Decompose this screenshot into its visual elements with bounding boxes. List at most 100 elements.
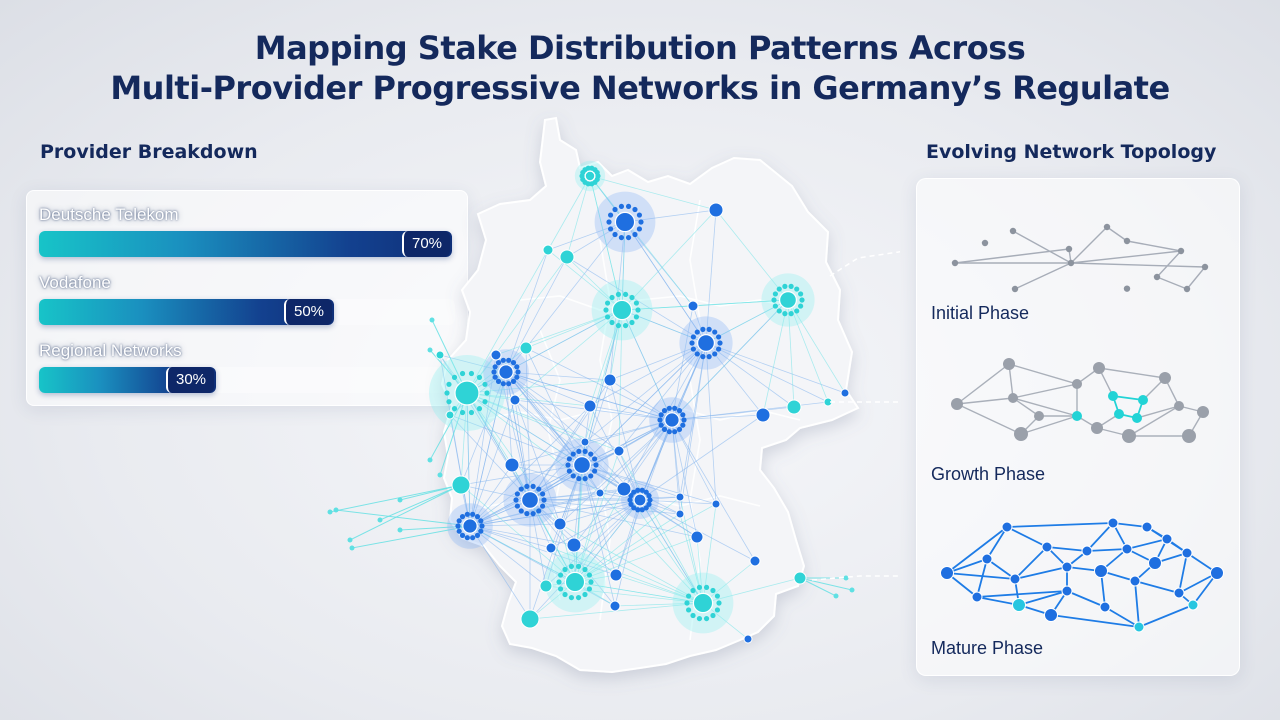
hub-satellite <box>716 600 722 606</box>
hub-satellite <box>635 487 641 493</box>
network-link <box>505 371 513 466</box>
hub-satellite <box>444 390 450 396</box>
hub-satellite <box>714 593 721 599</box>
hub-satellite <box>451 374 458 380</box>
hub-satellite <box>585 165 591 171</box>
hub-node <box>611 299 633 321</box>
network-node <box>675 509 685 519</box>
network-link <box>514 399 531 501</box>
hub-satellite <box>639 487 645 493</box>
hub-satellite <box>484 390 490 396</box>
topology-node <box>1008 393 1018 403</box>
hub-node <box>778 291 797 310</box>
hub-satellite <box>500 357 506 363</box>
topology-edge <box>956 363 1010 405</box>
network-node <box>833 593 839 599</box>
network-link <box>505 371 583 466</box>
hub-satellite <box>627 497 633 503</box>
topology-node <box>1161 533 1173 545</box>
topology-node <box>1183 285 1191 293</box>
topology-node <box>1009 227 1017 235</box>
hub-satellite <box>514 491 520 497</box>
network-node <box>509 394 521 406</box>
hub-satellite <box>798 291 804 297</box>
hub-node <box>520 491 539 510</box>
provider-breakdown-panel: Deutsche Telekom 70% Vodafone 50% Region… <box>26 190 468 406</box>
bar-value-vodafone: 50% <box>284 299 333 325</box>
topology-node <box>1009 573 1021 585</box>
network-link <box>639 499 756 562</box>
network-link <box>671 419 717 505</box>
network-node <box>445 410 455 420</box>
network-link <box>762 299 789 416</box>
hub-satellite <box>468 370 475 377</box>
network-link <box>705 342 717 505</box>
network-link <box>329 484 462 513</box>
hub-satellite <box>672 429 678 435</box>
topology-node <box>951 259 959 267</box>
hub-satellite <box>615 322 622 329</box>
hub-satellite <box>776 308 782 314</box>
topology-node <box>1061 561 1073 573</box>
topology-node <box>1182 429 1196 443</box>
network-link <box>547 175 591 251</box>
network-link <box>574 450 620 583</box>
topology-edge <box>1014 262 1072 290</box>
network-link <box>621 221 626 311</box>
network-link <box>621 209 717 311</box>
network-link <box>584 419 673 443</box>
hub-satellite <box>495 378 502 384</box>
network-link <box>574 513 681 583</box>
hub-satellite <box>666 429 672 435</box>
topology-edge <box>1006 526 1048 548</box>
topology-node <box>1133 621 1145 633</box>
topology-node <box>1159 372 1171 384</box>
hub-satellite <box>676 426 683 432</box>
network-link <box>505 309 623 373</box>
network-link <box>431 319 468 394</box>
network-link <box>545 499 641 587</box>
network-link <box>574 536 698 583</box>
hub-satellite <box>524 483 530 489</box>
hub-satellite <box>540 503 546 509</box>
hub-satellite <box>643 489 649 495</box>
network-link <box>529 499 575 546</box>
topology-edge <box>1128 405 1180 437</box>
hub-satellite <box>562 566 568 573</box>
network-node <box>583 399 597 413</box>
hub-satellite <box>658 422 664 428</box>
hub-satellite <box>530 483 536 489</box>
germany-network-map <box>327 116 860 674</box>
hub-satellite <box>696 584 703 591</box>
mature-phase-graph <box>940 517 1224 633</box>
network-link <box>469 525 575 546</box>
hub-satellite <box>607 212 614 218</box>
network-link <box>566 256 623 311</box>
hub-satellite <box>451 406 458 412</box>
network-link <box>639 499 681 515</box>
hub-satellite <box>636 212 643 218</box>
hub-node <box>564 571 586 593</box>
network-link <box>589 175 623 311</box>
network-link <box>581 309 623 466</box>
topology-node <box>1108 391 1118 401</box>
hub-satellite <box>557 586 564 592</box>
topology-node <box>1041 541 1053 553</box>
network-link <box>469 525 617 576</box>
provider-breakdown-heading: Provider Breakdown <box>40 141 258 163</box>
hub-satellite <box>700 326 706 332</box>
network-link <box>466 256 568 394</box>
network-node <box>539 579 553 593</box>
hub-satellite <box>632 231 638 238</box>
hub-satellite <box>717 340 723 346</box>
topology-edge <box>1012 230 1072 264</box>
hub-satellite <box>582 476 588 482</box>
network-link <box>547 221 626 251</box>
network-link <box>581 464 616 607</box>
network-link <box>349 484 462 541</box>
hub-satellite <box>524 511 530 517</box>
topology-edge <box>1066 590 1106 608</box>
hub-node <box>584 170 596 182</box>
hub-satellite <box>635 307 641 313</box>
network-link <box>618 450 704 604</box>
